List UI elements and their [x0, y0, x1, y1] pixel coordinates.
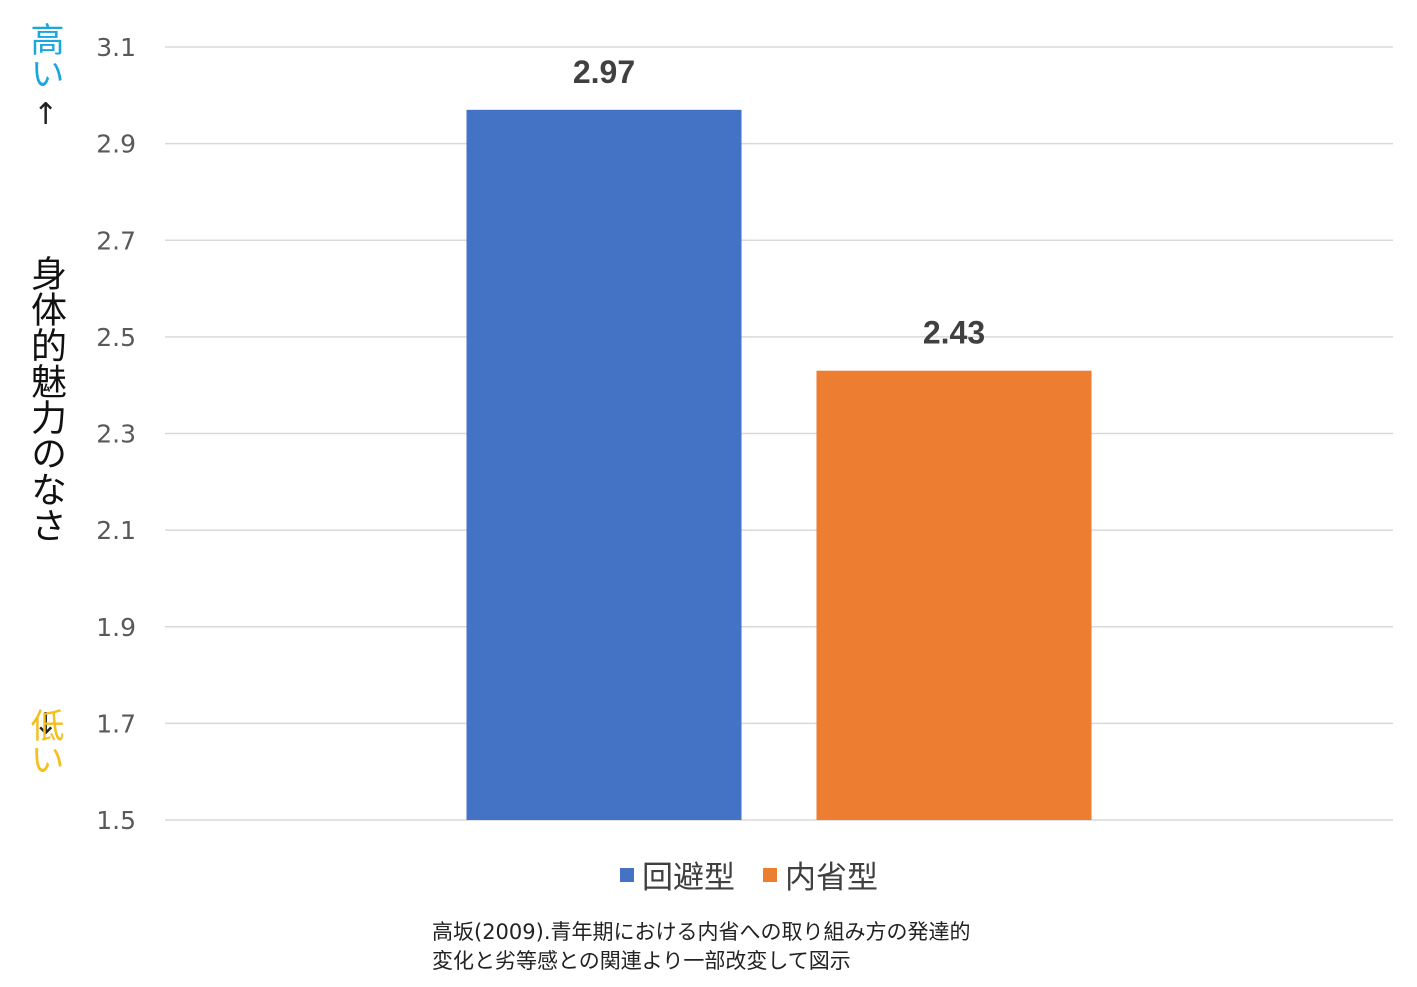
y-tick-label: 3.1: [96, 33, 136, 62]
legend-swatch-introspective: [763, 867, 777, 882]
y-tick-label: 1.5: [96, 806, 136, 835]
y-axis-ticks: 1.5 1.7 1.9 2.1 2.3 2.5 2.7 2.9 3.1: [96, 33, 136, 835]
y-tick-label: 1.9: [96, 613, 136, 642]
y-axis-title: 身体的魅力のなさ: [25, 255, 66, 543]
y-tick-label: 2.9: [96, 130, 136, 159]
data-label: 2.43: [923, 315, 985, 351]
bar-avoidant: [466, 109, 742, 820]
data-labels: 2.97 2.43: [573, 54, 985, 351]
y-tick-label: 2.7: [96, 226, 136, 255]
y-tick-label: 2.5: [96, 323, 136, 352]
legend: 回避型 内省型: [620, 852, 906, 897]
source-citation: 高坂(2009).青年期における内省への取り組み方の発達的 変化と劣等感との関連…: [432, 918, 971, 976]
gridlines: [165, 46, 1393, 821]
y-axis-high-label: 高い: [24, 22, 64, 90]
y-tick-label: 1.7: [96, 709, 136, 738]
y-axis-low-label: 低い: [24, 708, 64, 776]
legend-item-introspective: 内省型: [763, 852, 878, 897]
legend-label-avoidant: 回避型: [642, 860, 735, 896]
legend-label-introspective: 内省型: [785, 860, 878, 896]
bar-introspective: [816, 370, 1092, 820]
y-tick-label: 2.3: [96, 420, 136, 449]
data-label: 2.97: [573, 54, 635, 90]
arrow-down-icon: ↓: [33, 707, 59, 742]
source-line-1: 高坂(2009).青年期における内省への取り組み方の発達的: [432, 920, 971, 944]
source-line-2: 変化と劣等感との関連より一部改変して図示: [432, 949, 851, 973]
legend-swatch-avoidant: [620, 867, 634, 882]
bars: [466, 109, 1092, 820]
arrow-up-icon: ↑: [33, 97, 59, 132]
y-tick-label: 2.1: [96, 516, 136, 545]
legend-item-avoidant: 回避型: [620, 852, 735, 897]
